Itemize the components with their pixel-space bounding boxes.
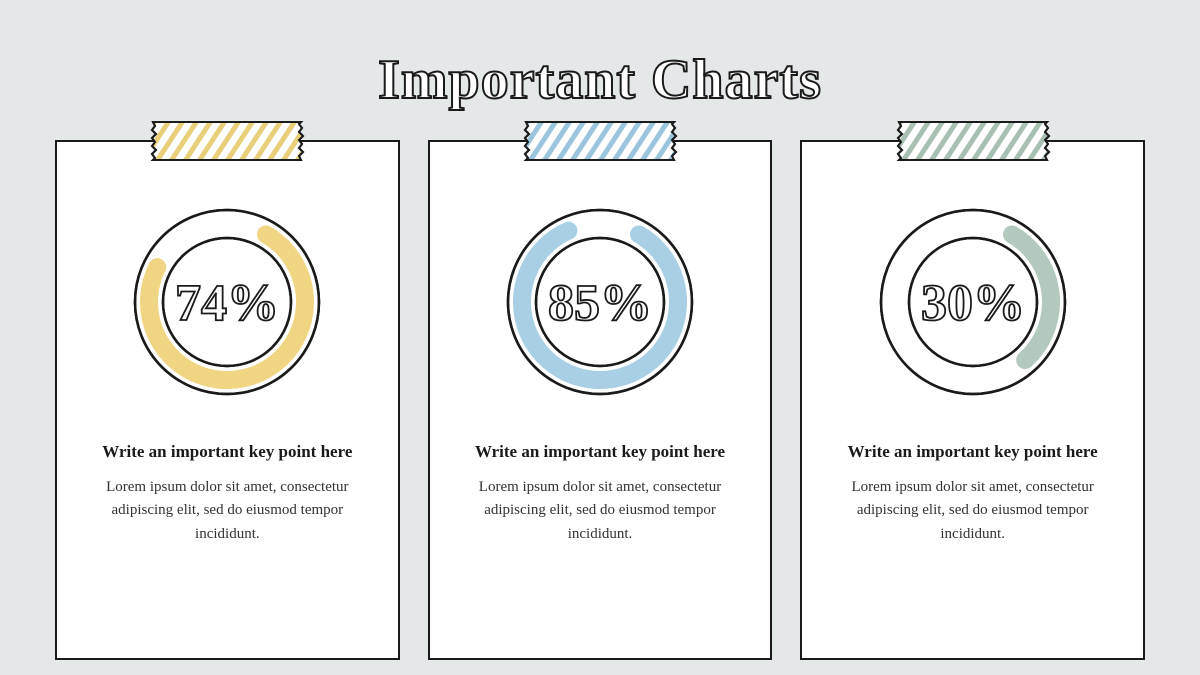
body-0: Lorem ipsum dolor sit amet, consectetur … [57, 476, 398, 546]
ring-chart-2: 30% [802, 192, 1143, 412]
ring-chart-1: 85% [430, 192, 771, 412]
keypoint-2: Write an important key point here [802, 442, 1143, 462]
tape-icon [147, 120, 307, 162]
svg-text:85%: 85% [548, 275, 652, 332]
card-1: 85% Write an important key point here Lo… [428, 140, 773, 660]
body-1: Lorem ipsum dolor sit amet, consectetur … [430, 476, 771, 546]
svg-text:30%: 30% [921, 275, 1025, 332]
card-2: 30% Write an important key point here Lo… [800, 140, 1145, 660]
keypoint-0: Write an important key point here [57, 442, 398, 462]
tape-icon [520, 120, 680, 162]
card-0: 74% Write an important key point here Lo… [55, 140, 400, 660]
cards-row: 74% Write an important key point here Lo… [0, 140, 1200, 660]
svg-text:74%: 74% [175, 275, 279, 332]
body-2: Lorem ipsum dolor sit amet, consectetur … [802, 476, 1143, 546]
keypoint-1: Write an important key point here [430, 442, 771, 462]
tape-icon [893, 120, 1053, 162]
ring-chart-0: 74% [57, 192, 398, 412]
page-title: Important Charts [0, 0, 1200, 140]
